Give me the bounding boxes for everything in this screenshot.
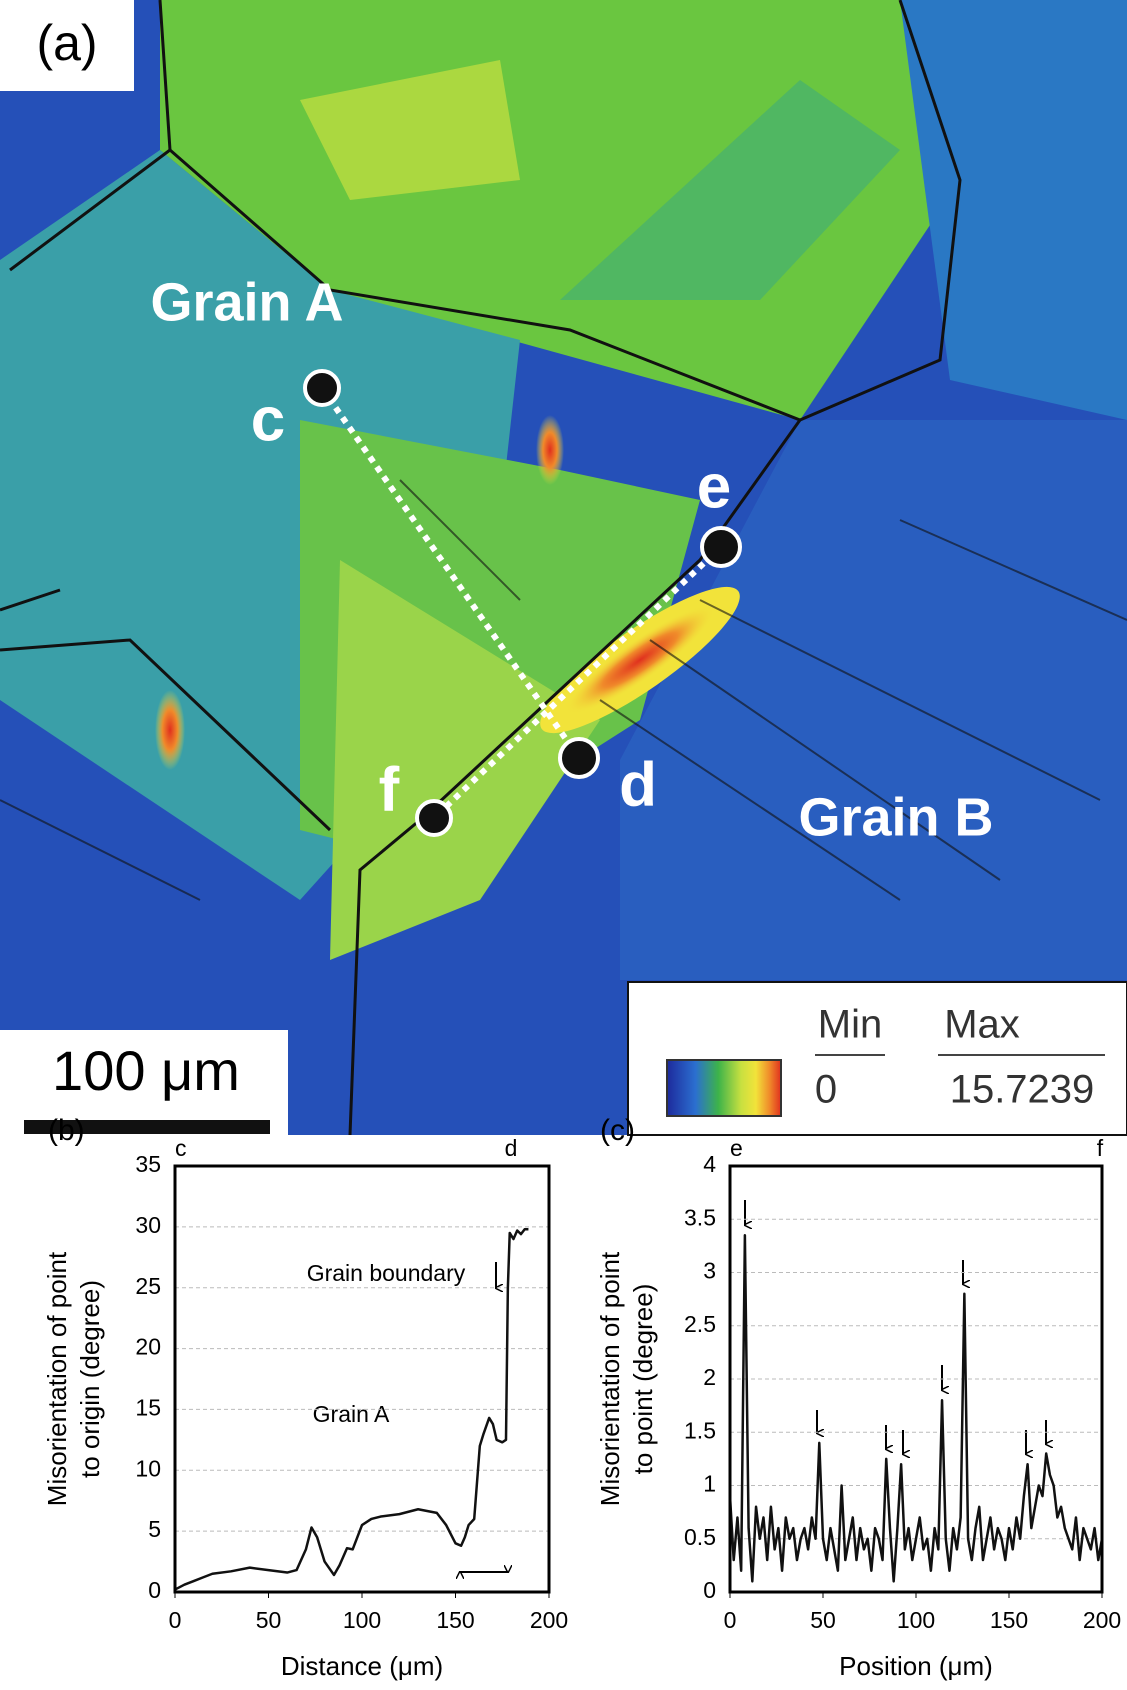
y-axis-label: Misorientation of point: [595, 1251, 625, 1506]
x-tick-label: 200: [1083, 1607, 1121, 1633]
x-tick-label: 100: [343, 1607, 381, 1633]
grain-label: Grain A: [150, 272, 343, 332]
grain-label: Grain B: [798, 787, 993, 847]
figure: (a) Grain A Grain B c d e f 100 μm Min M…: [0, 0, 1127, 1685]
x-tick-label: 150: [436, 1607, 474, 1633]
y-tick-label: 2: [703, 1364, 716, 1390]
y-axis-label: Misorientation of point: [42, 1251, 72, 1506]
legend-title: Max: [944, 1003, 1020, 1047]
y-tick-label: 1.5: [684, 1417, 716, 1443]
legend-value: 0: [815, 1068, 837, 1112]
y-tick-label: 0.5: [684, 1524, 716, 1550]
x-axis-label: Distance (μm): [281, 1651, 443, 1681]
point-label: f: [379, 755, 400, 824]
y-axis-label: to origin (degree): [75, 1280, 105, 1478]
y-tick-label: 4: [703, 1151, 716, 1177]
x-tick-label: 0: [724, 1607, 737, 1633]
data-line: [730, 1235, 1102, 1581]
x-tick-label: 0: [169, 1607, 182, 1633]
y-tick-label: 0: [703, 1577, 716, 1603]
legend-value: 15.7239: [950, 1068, 1095, 1112]
y-tick-label: 3.5: [684, 1204, 716, 1230]
end-label: f: [1097, 1135, 1104, 1161]
end-label: d: [505, 1135, 518, 1161]
y-tick-label: 5: [148, 1516, 161, 1542]
legend-title: Min: [818, 1003, 882, 1047]
ebsd-map: [0, 0, 1127, 1135]
panel-label: (b): [48, 1114, 85, 1147]
y-tick-label: 25: [135, 1273, 161, 1299]
y-tick-label: 3: [703, 1258, 716, 1284]
point-label: e: [697, 452, 731, 521]
y-tick-label: 20: [135, 1334, 161, 1360]
x-tick-label: 50: [256, 1607, 282, 1633]
point-label: c: [251, 385, 285, 454]
x-tick-label: 150: [990, 1607, 1028, 1633]
y-tick-label: 35: [135, 1151, 161, 1177]
y-tick-label: 15: [135, 1395, 161, 1421]
x-tick-label: 100: [897, 1607, 935, 1633]
page: (a) Grain A Grain B c d e f 100 μm Min M…: [0, 0, 1127, 1685]
y-tick-label: 0: [148, 1577, 161, 1603]
x-axis-label: Position (μm): [839, 1651, 993, 1681]
end-label: c: [175, 1135, 187, 1161]
y-axis-label: to point (degree): [628, 1284, 658, 1475]
panel-label: (a): [36, 15, 97, 71]
end-label: e: [730, 1135, 743, 1161]
x-tick-label: 200: [530, 1607, 568, 1633]
panel-label: (c): [600, 1114, 635, 1147]
x-tick-label: 50: [810, 1607, 836, 1633]
scale-bar-label: 100 μm: [52, 1039, 240, 1102]
y-tick-label: 30: [135, 1212, 161, 1238]
y-tick-label: 2.5: [684, 1311, 716, 1337]
y-tick-label: 10: [135, 1455, 161, 1481]
y-tick-label: 1: [703, 1471, 716, 1497]
point-label: d: [619, 750, 657, 819]
annotation: Grain boundary: [307, 1260, 466, 1286]
annotation: Grain A: [313, 1401, 390, 1427]
